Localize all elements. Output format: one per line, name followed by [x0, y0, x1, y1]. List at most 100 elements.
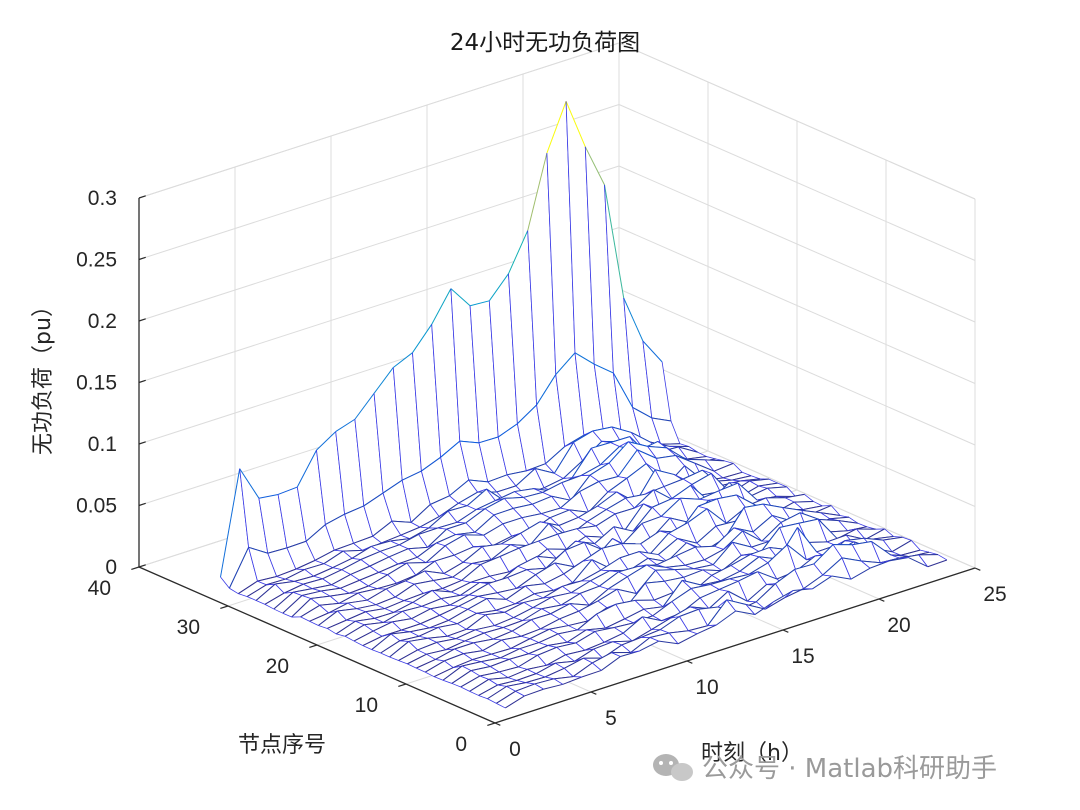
mesh-line — [425, 545, 446, 564]
surface-face — [739, 556, 768, 575]
mesh-line — [710, 578, 730, 585]
mesh-line — [493, 638, 503, 641]
surface-face — [624, 503, 653, 532]
surface-face — [480, 556, 509, 577]
surface-face — [617, 583, 646, 608]
mesh-line — [560, 592, 581, 606]
surface-face — [331, 574, 360, 589]
mesh-line — [690, 588, 701, 599]
surface-face — [751, 527, 780, 553]
mesh-line — [291, 598, 312, 618]
mesh-line — [671, 588, 692, 602]
mesh-line — [432, 589, 452, 593]
surface-face — [759, 544, 788, 563]
mesh-line — [264, 592, 285, 605]
mesh-line — [640, 530, 661, 545]
mesh-line — [474, 514, 495, 533]
mesh-line — [693, 568, 703, 571]
mesh-line — [390, 633, 401, 642]
mesh-line — [365, 611, 375, 619]
mesh-line — [632, 407, 642, 442]
mesh-line — [647, 445, 667, 449]
mesh-line — [758, 556, 769, 564]
surface-face — [373, 621, 402, 637]
mesh-line — [534, 683, 544, 690]
mesh-line — [441, 594, 461, 600]
mesh-line — [744, 503, 764, 509]
mesh-line — [637, 564, 647, 567]
mesh-line — [726, 599, 747, 605]
mesh-line — [927, 559, 948, 568]
mesh-line — [730, 565, 741, 572]
mesh-line — [517, 423, 527, 471]
mesh-line — [523, 497, 533, 505]
surface-face — [794, 563, 823, 589]
mesh-line — [549, 625, 569, 630]
surface-face — [444, 653, 473, 668]
surface-face — [473, 639, 502, 651]
mesh-line — [665, 564, 686, 568]
mesh-line — [651, 417, 672, 422]
mesh-line — [619, 441, 629, 447]
surface-face — [569, 600, 598, 612]
mesh-line — [475, 625, 495, 631]
mesh-line — [357, 592, 368, 601]
mesh-line — [335, 431, 345, 515]
mesh-line — [561, 482, 572, 501]
surface-face — [472, 654, 501, 662]
surface-face — [652, 498, 681, 517]
mesh-line — [428, 510, 449, 529]
mesh-line — [571, 447, 592, 478]
surface-face — [359, 572, 388, 586]
mesh-line — [359, 579, 369, 587]
surface-face — [356, 604, 385, 612]
surface-face — [576, 631, 605, 651]
mesh-line — [545, 549, 566, 569]
surface-face — [467, 598, 496, 614]
mesh-line — [674, 568, 695, 571]
surface-face — [507, 569, 536, 589]
mesh-line — [804, 494, 814, 502]
x-axis-label: 时刻（h） — [701, 741, 803, 766]
surface-face — [509, 653, 538, 667]
mesh-line — [484, 508, 495, 516]
surface-face — [257, 576, 286, 585]
surface-face — [423, 588, 452, 594]
mesh-line — [273, 591, 294, 610]
mesh-line — [435, 659, 445, 662]
surface-face — [273, 592, 302, 614]
surface-face — [517, 404, 546, 471]
mesh-line — [488, 300, 499, 438]
surface-face — [475, 625, 504, 634]
mesh-line — [388, 556, 399, 565]
mesh-line — [608, 462, 619, 477]
surface-face — [532, 496, 561, 514]
surface-face — [319, 603, 348, 613]
surface-face — [489, 566, 518, 583]
mesh-line — [655, 569, 675, 571]
surface-face — [399, 636, 428, 642]
mesh-line — [518, 547, 529, 564]
mesh-line — [675, 546, 696, 557]
mesh-line — [626, 463, 647, 479]
mesh-line — [447, 635, 457, 639]
x-tick-label: 25 — [983, 583, 1006, 606]
mesh-line — [347, 602, 358, 610]
mesh-line — [722, 471, 743, 479]
surface-face — [506, 682, 535, 692]
mesh-line — [330, 592, 350, 597]
mesh-line — [500, 657, 510, 660]
surface-face — [478, 684, 507, 699]
mesh-line — [566, 629, 587, 643]
surface-face — [559, 611, 588, 626]
mesh-line — [316, 431, 337, 451]
mesh-line — [529, 523, 550, 547]
mesh-line — [617, 588, 637, 595]
mesh-line — [458, 605, 468, 610]
mesh-line — [356, 608, 366, 613]
mesh-line — [754, 600, 775, 615]
mesh-line — [710, 473, 721, 492]
surface-face — [421, 457, 450, 505]
mesh-line — [563, 573, 573, 583]
mesh-line — [418, 527, 438, 535]
